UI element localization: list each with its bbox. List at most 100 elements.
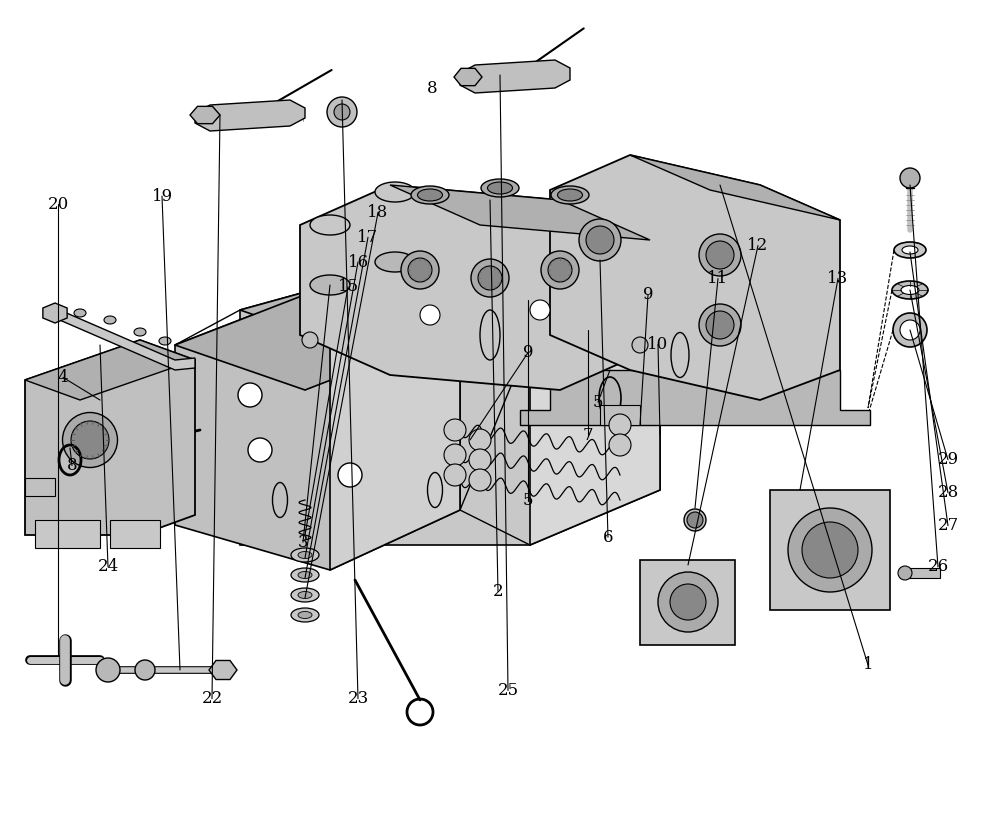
Circle shape: [302, 332, 318, 348]
Ellipse shape: [291, 568, 319, 582]
Polygon shape: [240, 230, 660, 355]
Ellipse shape: [444, 444, 466, 466]
Ellipse shape: [71, 421, 109, 459]
Ellipse shape: [418, 189, 442, 201]
Ellipse shape: [488, 182, 512, 194]
Text: 15: 15: [337, 279, 359, 295]
Ellipse shape: [471, 259, 509, 297]
Circle shape: [530, 300, 550, 320]
Text: 5: 5: [593, 394, 603, 410]
Circle shape: [334, 104, 350, 120]
Text: 11: 11: [707, 270, 729, 287]
Ellipse shape: [74, 309, 86, 317]
Ellipse shape: [298, 572, 312, 578]
Circle shape: [898, 566, 912, 580]
Text: 5: 5: [523, 493, 533, 509]
Circle shape: [327, 97, 357, 127]
Circle shape: [338, 463, 362, 487]
Text: 7: 7: [583, 427, 593, 443]
Text: 1: 1: [863, 657, 873, 673]
Circle shape: [658, 572, 718, 632]
Polygon shape: [25, 340, 195, 400]
Polygon shape: [175, 285, 460, 390]
Bar: [25, 478, 55, 496]
Ellipse shape: [291, 588, 319, 602]
Ellipse shape: [706, 241, 734, 269]
Polygon shape: [209, 661, 237, 680]
Ellipse shape: [558, 189, 582, 201]
Ellipse shape: [586, 226, 614, 254]
Text: 22: 22: [201, 691, 223, 707]
Polygon shape: [454, 68, 482, 86]
Ellipse shape: [579, 219, 621, 261]
Ellipse shape: [62, 413, 118, 467]
Text: 18: 18: [367, 204, 389, 221]
Ellipse shape: [411, 186, 449, 204]
Polygon shape: [630, 155, 840, 220]
Ellipse shape: [478, 266, 502, 290]
Ellipse shape: [375, 252, 415, 272]
Text: 6: 6: [603, 529, 613, 545]
Ellipse shape: [401, 251, 439, 289]
Ellipse shape: [901, 285, 919, 294]
Ellipse shape: [893, 313, 927, 347]
Text: 17: 17: [357, 229, 379, 246]
Polygon shape: [520, 370, 870, 425]
Circle shape: [687, 512, 703, 528]
Bar: [900, 568, 940, 578]
Polygon shape: [390, 185, 650, 240]
Circle shape: [900, 168, 920, 188]
Text: 12: 12: [747, 237, 769, 254]
Ellipse shape: [159, 337, 171, 345]
Ellipse shape: [894, 242, 926, 258]
Text: 27: 27: [937, 517, 959, 534]
Ellipse shape: [469, 469, 491, 491]
Ellipse shape: [609, 434, 631, 456]
Circle shape: [802, 522, 858, 578]
Ellipse shape: [902, 246, 918, 254]
Text: 29: 29: [937, 452, 959, 468]
Circle shape: [238, 383, 262, 407]
Ellipse shape: [298, 592, 312, 598]
Circle shape: [248, 438, 272, 462]
Bar: [640, 560, 735, 645]
Polygon shape: [530, 230, 660, 545]
Text: 24: 24: [97, 559, 119, 575]
Circle shape: [135, 660, 155, 680]
Polygon shape: [460, 60, 570, 93]
Ellipse shape: [699, 304, 741, 346]
Text: 26: 26: [927, 559, 949, 575]
Bar: [110, 520, 160, 548]
Ellipse shape: [609, 414, 631, 436]
Text: 25: 25: [497, 682, 519, 699]
Polygon shape: [330, 285, 460, 570]
Circle shape: [670, 584, 706, 620]
Circle shape: [632, 337, 648, 353]
Polygon shape: [195, 100, 305, 131]
Text: 8: 8: [67, 457, 77, 474]
Ellipse shape: [481, 179, 519, 197]
Ellipse shape: [444, 464, 466, 486]
Ellipse shape: [900, 320, 920, 340]
Ellipse shape: [291, 608, 319, 622]
Polygon shape: [43, 303, 67, 323]
Ellipse shape: [699, 234, 741, 276]
Ellipse shape: [375, 182, 415, 202]
Ellipse shape: [541, 251, 579, 289]
Ellipse shape: [298, 551, 312, 559]
Text: 28: 28: [937, 485, 959, 501]
Ellipse shape: [298, 611, 312, 619]
Polygon shape: [300, 185, 650, 390]
Ellipse shape: [551, 186, 589, 204]
Ellipse shape: [706, 311, 734, 339]
Text: 16: 16: [347, 254, 369, 270]
Ellipse shape: [444, 419, 466, 441]
Ellipse shape: [469, 449, 491, 471]
Text: 9: 9: [523, 344, 533, 361]
Circle shape: [96, 658, 120, 682]
Polygon shape: [240, 230, 660, 545]
Polygon shape: [550, 155, 840, 400]
Text: 23: 23: [347, 691, 369, 707]
Ellipse shape: [892, 281, 928, 299]
Ellipse shape: [310, 215, 350, 235]
